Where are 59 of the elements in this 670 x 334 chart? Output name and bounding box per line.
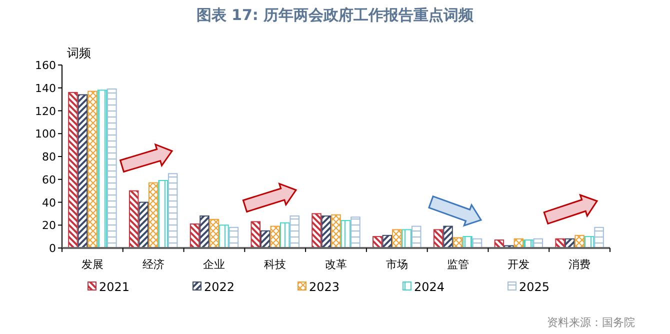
bar	[462, 236, 472, 248]
bar	[209, 218, 220, 248]
bar	[433, 229, 444, 248]
bar	[158, 180, 168, 248]
bar	[190, 223, 200, 248]
x-tick-label: 监管	[446, 258, 469, 271]
bar	[138, 202, 148, 248]
y-tick-label: 160	[35, 59, 56, 72]
bar	[97, 90, 108, 248]
x-tick-label: 消费	[568, 258, 591, 271]
bar	[128, 190, 139, 248]
y-tick-label: 20	[42, 219, 56, 232]
y-axis-title: 词频	[67, 46, 91, 60]
bar	[290, 215, 300, 248]
legend-label: 2021	[99, 280, 130, 294]
x-tick-label: 经济	[142, 258, 164, 271]
x-tick-label: 改革	[325, 258, 347, 271]
y-tick-label: 140	[35, 82, 56, 95]
y-tick-label: 120	[35, 104, 56, 118]
bar	[250, 221, 260, 248]
y-tick-label: 60	[42, 173, 56, 186]
text: 资料来源：国务院	[547, 316, 635, 329]
x-tick-label: 开发	[508, 258, 530, 271]
bar	[350, 216, 360, 248]
bar	[340, 220, 351, 248]
x-tick-label: 企业	[203, 258, 226, 271]
legend-label: 2025	[519, 280, 550, 294]
bar	[331, 214, 341, 248]
bar	[168, 173, 178, 248]
bar	[219, 224, 229, 248]
bar	[392, 229, 402, 248]
chart-title: 图表 17: 历年两会政府工作报告重点词频	[196, 6, 475, 24]
y-tick-label: 100	[35, 128, 56, 141]
x-tick-label: 市场	[386, 258, 408, 271]
x-tick-label: 科技	[264, 258, 286, 271]
bar	[280, 222, 290, 248]
bar	[148, 182, 158, 248]
bar	[312, 213, 322, 248]
bar	[88, 90, 98, 248]
bar	[594, 226, 604, 248]
bar	[68, 92, 78, 248]
bar	[574, 234, 584, 248]
bar	[200, 215, 210, 248]
y-tick-label: 0	[49, 242, 56, 255]
bar	[412, 226, 422, 248]
x-tick-label: 发展	[81, 258, 104, 271]
bar	[321, 215, 332, 248]
bar	[402, 229, 412, 248]
legend-label: 2024	[414, 280, 445, 294]
y-tick-label: 80	[42, 150, 56, 164]
bar	[78, 94, 88, 248]
bar	[372, 236, 382, 248]
legend-label: 2022	[204, 280, 235, 294]
y-tick-label: 40	[42, 196, 56, 210]
bar	[228, 226, 239, 248]
bar	[107, 88, 117, 248]
bar	[270, 226, 280, 248]
bar	[443, 226, 453, 248]
legend-label: 2023	[309, 280, 340, 294]
